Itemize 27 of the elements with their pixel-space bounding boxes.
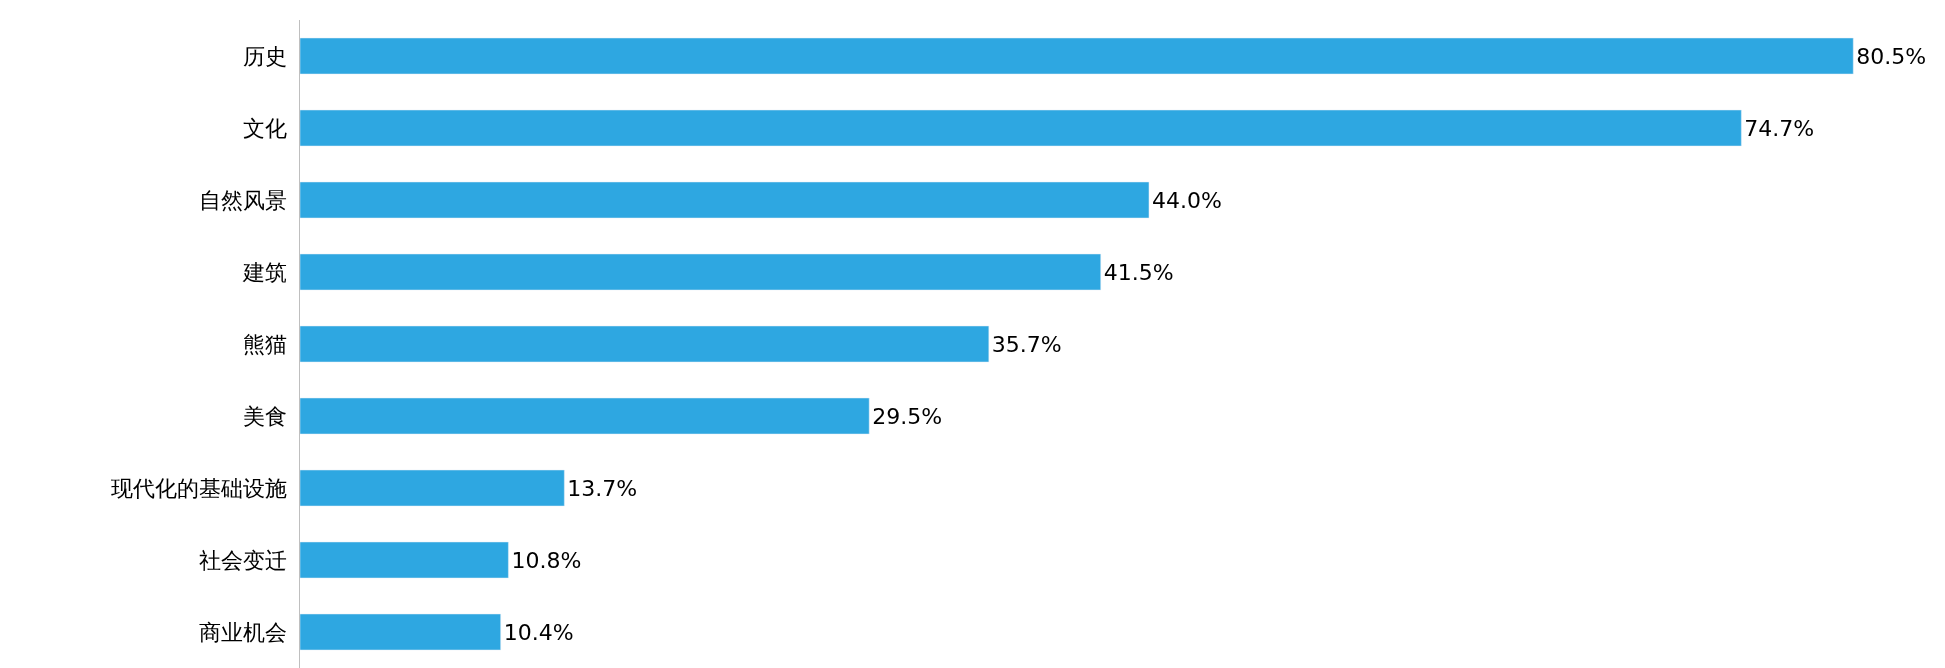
data-label: 80.5% bbox=[1856, 43, 1927, 69]
bar bbox=[300, 37, 1854, 75]
data-label: 35.7% bbox=[991, 331, 1062, 357]
bar bbox=[300, 109, 1742, 147]
bar bbox=[300, 181, 1150, 219]
bar bbox=[300, 397, 870, 435]
y-tick-label: 美食 bbox=[242, 403, 287, 429]
y-tick-label: 建筑 bbox=[241, 259, 287, 285]
data-label: 10.8% bbox=[511, 547, 582, 573]
bar bbox=[300, 613, 501, 651]
bar bbox=[300, 469, 565, 507]
y-tick-label: 历史 bbox=[242, 43, 287, 69]
bar bbox=[300, 253, 1101, 291]
y-tick-label: 商业机会 bbox=[198, 619, 287, 645]
y-tick-label: 文化 bbox=[242, 115, 287, 141]
data-label: 41.5% bbox=[1103, 259, 1174, 285]
bar bbox=[300, 325, 990, 363]
bar bbox=[300, 541, 509, 579]
y-tick-label: 社会变迁 bbox=[198, 547, 287, 573]
data-label: 10.4% bbox=[503, 619, 574, 645]
data-label: 13.7% bbox=[567, 475, 638, 501]
y-tick-label: 熊猫 bbox=[242, 331, 287, 357]
y-tick-label: 现代化的基础设施 bbox=[110, 475, 287, 501]
y-tick-label: 自然风景 bbox=[198, 187, 287, 213]
data-label: 44.0% bbox=[1151, 187, 1222, 213]
data-label: 29.5% bbox=[872, 403, 943, 429]
data-label: 74.7% bbox=[1744, 115, 1815, 141]
